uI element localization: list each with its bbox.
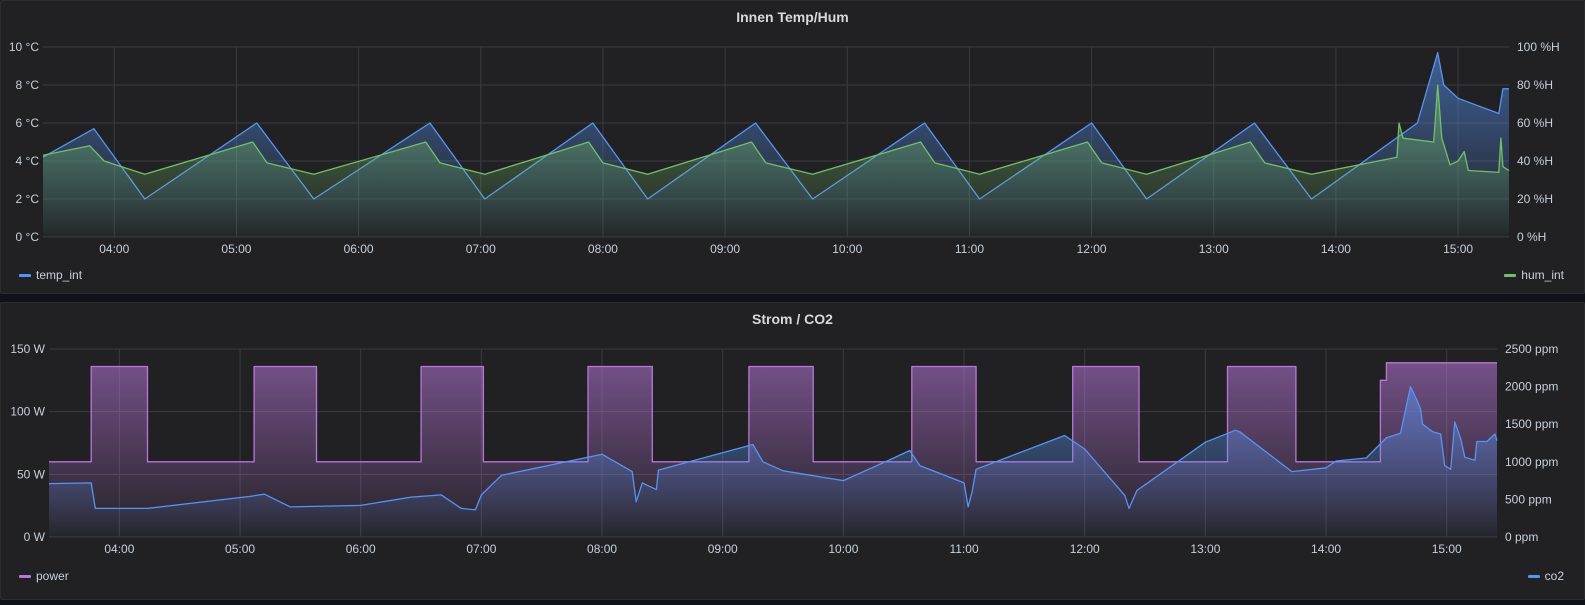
x-tick-label: 07:00 (466, 542, 496, 556)
y-right-tick-label: 0 ppm (1505, 530, 1538, 544)
y-left-tick-label: 0 °C (16, 230, 40, 244)
x-tick-label: 10:00 (832, 242, 862, 256)
power-co2-chart[interactable]: 0 W 50 W 100 W 150 W 0 ppm 500 ppm 1000 ppm 150… (1, 303, 1584, 599)
x-tick-label: 11:00 (949, 542, 978, 556)
co2-area (49, 386, 1497, 537)
legend-swatch (19, 273, 31, 277)
y-right-tick-label: 2000 ppm (1505, 380, 1558, 394)
x-tick-label: 08:00 (588, 242, 618, 256)
x-tick-label: 09:00 (708, 542, 738, 556)
legend-swatch (19, 574, 31, 578)
y-left-tick-label: 6 °C (16, 116, 40, 130)
x-tick-label: 14:00 (1311, 542, 1341, 556)
x-tick-label: 11:00 (955, 242, 984, 256)
x-tick-label: 10:00 (828, 542, 858, 556)
legend-swatch (1504, 273, 1517, 277)
legend-label: co2 (1544, 569, 1564, 583)
y-right-tick-label: 60 %H (1517, 116, 1553, 130)
x-tick-label: 15:00 (1443, 242, 1473, 256)
y-left-tick-label: 50 W (17, 467, 46, 481)
co2-line[interactable] (48, 385, 1498, 511)
power-line[interactable] (49, 362, 1497, 463)
panel-title[interactable]: Strom / CO2 (752, 311, 833, 327)
x-tick-label: 13:00 (1190, 542, 1220, 556)
panel-title[interactable]: Innen Temp/Hum (736, 9, 849, 25)
hum_int-line[interactable] (42, 84, 1510, 175)
y-right-tick-label: 0 %H (1517, 230, 1546, 244)
y-left-tick-label: 150 W (10, 342, 45, 356)
legend-label: hum_int (1521, 268, 1564, 282)
y-right-tick-label: 1000 ppm (1505, 455, 1558, 469)
y-left-tick-label: 8 °C (16, 78, 40, 92)
x-tick-label: 05:00 (225, 542, 255, 556)
hum_int-area (43, 85, 1509, 237)
x-tick-label: 12:00 (1070, 542, 1100, 556)
y-right-tick-label: 80 %H (1517, 78, 1553, 92)
x-tick-label: 14:00 (1321, 242, 1351, 256)
y-left-tick-label: 2 °C (16, 192, 40, 206)
y-right-tick-label: 500 ppm (1505, 492, 1552, 506)
legend-hum-int[interactable]: hum_int (1504, 268, 1564, 282)
power-co2-panel: Strom / CO2 0 W 50 W 100 W 150 W 0 ppm 500 pp… (0, 302, 1585, 600)
legend-temp-int[interactable]: temp_int (19, 268, 82, 282)
legend-label: power (36, 569, 69, 583)
y-left-tick-label: 10 °C (9, 40, 39, 54)
x-tick-label: 06:00 (346, 542, 376, 556)
y-right-tick-label: 100 %H (1517, 40, 1560, 54)
x-tick-label: 13:00 (1199, 242, 1229, 256)
x-tick-label: 09:00 (710, 242, 740, 256)
y-left-tick-label: 0 W (24, 530, 46, 544)
temp-hum-chart[interactable]: 0 °C 2 °C 4 °C 6 °C 8 °C 10 °C 0 %H 20 %H 40 %H 6… (1, 1, 1584, 293)
x-tick-label: 06:00 (344, 242, 374, 256)
x-tick-label: 05:00 (221, 242, 251, 256)
temp-hum-panel: Innen Temp/Hum 0 °C 2 °C 4 °C 6 °C 8 °C 10 °C… (0, 0, 1585, 294)
y-right-tick-label: 2500 ppm (1505, 342, 1558, 356)
x-tick-label: 15:00 (1432, 542, 1462, 556)
y-right-tick-label: 20 %H (1517, 192, 1553, 206)
legend-swatch (1527, 574, 1540, 578)
x-tick-label: 12:00 (1077, 242, 1107, 256)
y-left-tick-label: 100 W (10, 405, 45, 419)
y-right-tick-label: 1500 ppm (1505, 417, 1558, 431)
x-tick-label: 08:00 (587, 542, 617, 556)
x-tick-label: 04:00 (104, 542, 134, 556)
x-tick-label: 07:00 (466, 242, 496, 256)
legend-power[interactable]: power (19, 569, 69, 583)
x-tick-label: 04:00 (99, 242, 129, 256)
legend-label: temp_int (36, 268, 83, 282)
y-left-tick-label: 4 °C (16, 154, 40, 168)
legend-co2[interactable]: co2 (1527, 569, 1564, 583)
y-right-tick-label: 40 %H (1517, 154, 1553, 168)
